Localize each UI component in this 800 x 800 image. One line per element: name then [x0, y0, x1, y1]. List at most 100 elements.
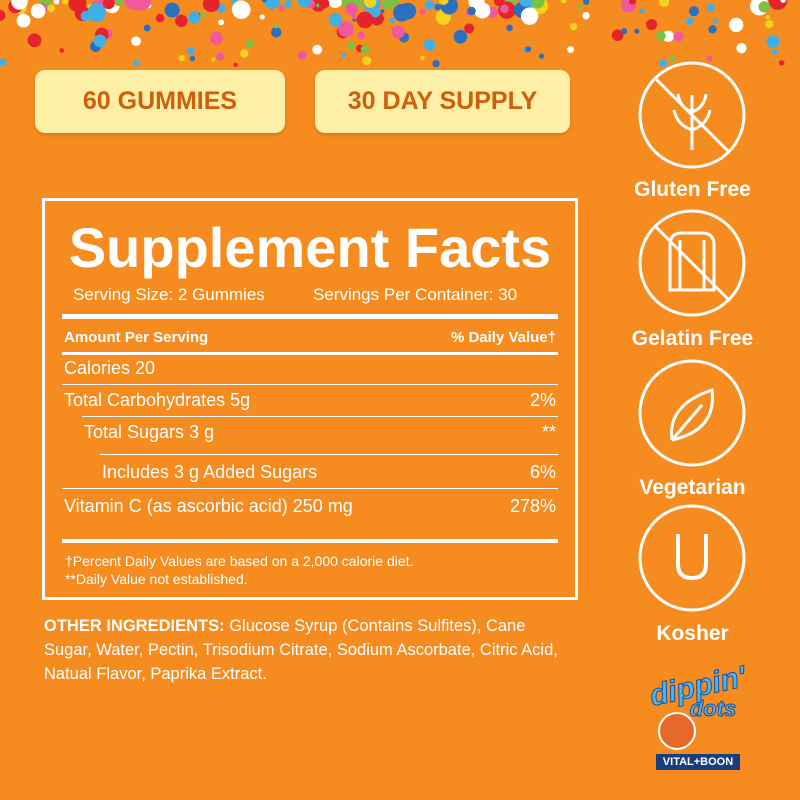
candy-dot	[423, 39, 436, 51]
facts-row: Calories 20	[64, 358, 556, 379]
candy-dot	[620, 28, 628, 35]
candy-dot	[688, 6, 699, 17]
nutrient: Includes 3 g Added Sugars	[102, 462, 318, 482]
rule	[100, 454, 558, 455]
candy-dot	[263, 0, 281, 9]
facts-panel: Supplement Facts Serving Size: 2 Gummies…	[42, 198, 578, 600]
facts-row: Includes 3 g Added Sugars 6%	[64, 462, 556, 483]
rule	[62, 314, 558, 319]
icon-ring	[638, 61, 746, 169]
candy-dot	[273, 23, 279, 29]
candy-dot	[474, 2, 491, 19]
candy-dot	[363, 0, 377, 8]
candy-dot	[706, 55, 713, 62]
nutrient: Total Sugars 3 g	[84, 422, 215, 442]
candy-dot	[530, 0, 545, 9]
candy-dot	[382, 0, 394, 10]
candy-dot	[467, 6, 476, 16]
candy-dot	[442, 18, 448, 24]
candy-dot	[102, 0, 115, 10]
candy-dot	[187, 46, 195, 55]
candy-dot	[577, 4, 583, 9]
logo-tag: VITAL+BOON	[656, 754, 740, 770]
nutrient: Calories 20	[64, 358, 156, 378]
candy-dot	[175, 14, 188, 28]
candy-dot	[708, 25, 717, 34]
candy-dot	[646, 18, 658, 31]
candy-dot	[47, 4, 56, 13]
header-amount: Amount Per Serving	[64, 329, 209, 346]
candy-dot	[389, 17, 396, 24]
rule	[62, 539, 558, 543]
candy-dot	[16, 13, 31, 28]
feature-label: Gluten Free	[634, 178, 751, 201]
candy-dot	[432, 60, 440, 68]
candy-dot	[356, 11, 374, 29]
ingredients-text: Glucose Syrup (Contains Sulfites), Cane …	[44, 617, 558, 683]
icon-leaf	[670, 387, 714, 442]
candy-dot	[164, 2, 180, 18]
candy-dot	[211, 57, 216, 62]
icon-ring	[638, 504, 746, 612]
icon-gelatin	[668, 231, 716, 292]
candy-dot	[347, 41, 356, 50]
candy-dot	[231, 0, 251, 19]
candy-dot	[780, 0, 787, 3]
feature-label: Vegetarian	[639, 476, 746, 499]
candy-dot	[391, 25, 405, 39]
candy-dot	[611, 29, 624, 42]
ingredients: OTHER INGREDIENTS: Glucose Syrup (Contai…	[44, 614, 564, 686]
candy-dot	[233, 62, 238, 67]
icon-strike	[653, 224, 731, 302]
logo-dot	[658, 712, 696, 750]
candy-dot	[155, 13, 165, 23]
candy-dot	[464, 23, 475, 34]
candy-dot	[131, 36, 141, 46]
servings-per-container: Servings Per Container: 30	[313, 285, 518, 304]
candy-dot	[245, 39, 255, 48]
candy-dot	[424, 0, 435, 10]
candy-dot	[685, 17, 694, 26]
candy-dot	[188, 11, 201, 24]
rule	[62, 488, 558, 489]
candy-dot	[525, 46, 532, 53]
rule	[62, 352, 558, 355]
candy-dot	[419, 8, 426, 15]
candy-dot	[362, 56, 372, 66]
candy-dot	[583, 0, 590, 5]
candy-dot	[765, 19, 774, 29]
candy-dot	[114, 0, 124, 7]
candy-dot	[218, 19, 224, 26]
footnotes: †Percent Daily Values are based on a 2,0…	[65, 552, 413, 588]
candy-dot	[706, 3, 715, 12]
candy-dot	[658, 58, 668, 68]
candy-dot	[202, 0, 220, 13]
candy-dot	[771, 49, 778, 55]
candy-dot	[656, 31, 666, 41]
candy-dot	[712, 18, 718, 24]
daily-value: 278%	[509, 496, 556, 516]
icon-u	[676, 534, 708, 581]
candy-dot	[673, 31, 684, 42]
candy-dot	[357, 31, 365, 40]
candy-dot	[338, 21, 354, 38]
facts-row: Total Carbohydrates 5g 2%	[64, 390, 556, 411]
candy-dot	[297, 50, 307, 60]
candy-dot	[11, 0, 28, 10]
candy-dot	[30, 3, 46, 19]
candy-dot	[27, 33, 42, 48]
candy-dot	[380, 9, 385, 14]
candy-dot	[392, 4, 411, 22]
candy-dot	[634, 28, 640, 34]
candy-dot	[297, 0, 311, 8]
candy-dot	[499, 4, 509, 14]
candy-dot	[328, 12, 343, 27]
candy-dot	[669, 55, 676, 63]
nutrient: Vitamin C (as ascorbic acid) 250 mg	[64, 496, 353, 516]
daily-value: 6%	[529, 462, 556, 482]
icon-ring	[638, 359, 746, 467]
candy-dot	[659, 0, 670, 8]
candy-dot	[312, 44, 323, 55]
candy-dot	[582, 12, 590, 20]
